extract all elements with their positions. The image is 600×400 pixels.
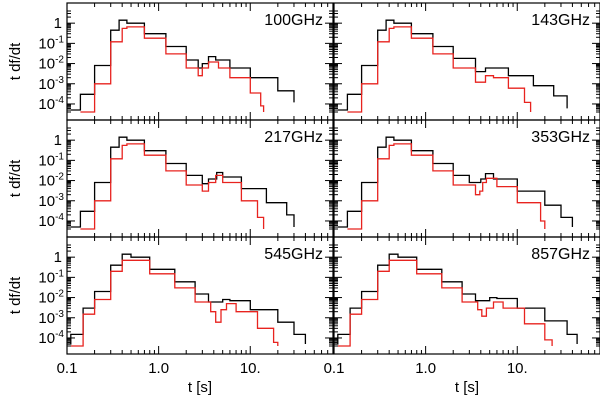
series-lower-143GHz <box>347 26 532 113</box>
panel-frame <box>333 236 600 355</box>
y-tick-label: 10-3 <box>38 309 64 327</box>
series-upper-353GHz <box>337 136 574 228</box>
x-tick-label: 10. <box>240 360 261 377</box>
x-tick-label: 1.0 <box>415 360 436 377</box>
panel-143GHz: 143GHz <box>333 2 600 121</box>
series-lower-545GHz <box>70 259 279 347</box>
y-axis-label: t df/dt <box>7 276 24 314</box>
panel-100GHz: 100GHz 1 10-1 10-2 10-3 10-4 t df/dt <box>7 2 334 121</box>
y-tick-label: 10-4 <box>38 95 64 113</box>
x-tick-label: 0.1 <box>324 360 345 377</box>
x-axis-label: t [s] <box>188 379 212 396</box>
panel-217GHz: 217GHz 1 10-1 10-2 10-3 10-4 t df/dt <box>7 119 334 238</box>
y-tick-label: 10-4 <box>38 212 64 230</box>
panel-857GHz: 857GHz 0.1 1.0 10. t [s] <box>324 236 600 396</box>
plot-root: 100GHz 1 10-1 10-2 10-3 10-4 t df/dt 143GHz 217G… <box>7 2 600 396</box>
panel-frame <box>66 236 334 355</box>
panel-545GHz: 545GHz 1 10-1 10-2 10-3 10-4 t df/dt 0.1 1.0 10. t… <box>7 236 334 396</box>
y-tick-label: 10-3 <box>38 75 64 93</box>
series-lower-217GHz <box>80 143 265 230</box>
y-tick-label: 10-1 <box>38 268 64 286</box>
panel-label: 545GHz <box>264 246 323 263</box>
panel-353GHz: 353GHz <box>333 119 600 238</box>
series-lower-857GHz <box>337 259 553 347</box>
series-lower-100GHz <box>80 26 265 113</box>
panel-label: 353GHz <box>531 129 590 146</box>
series-lower-353GHz <box>347 143 546 230</box>
panel-label: 143GHz <box>531 12 590 29</box>
y-tick-label: 1 <box>54 132 62 149</box>
panel-label: 217GHz <box>264 129 323 146</box>
series-upper-217GHz <box>70 136 295 228</box>
panel-label: 857GHz <box>531 246 590 263</box>
y-tick-label: 10-2 <box>38 289 64 307</box>
y-tick-label: 1 <box>54 249 62 266</box>
y-tick-label: 10-1 <box>38 34 64 52</box>
x-tick-label: 10. <box>507 360 528 377</box>
y-tick-label: 1 <box>54 15 62 32</box>
y-axis-label: t df/dt <box>7 159 24 197</box>
y-tick-label: 10-3 <box>38 192 64 210</box>
x-axis-label: t [s] <box>455 379 479 396</box>
y-tick-label: 10-1 <box>38 151 64 169</box>
series-upper-143GHz <box>337 19 568 111</box>
y-tick-label: 10-2 <box>38 172 64 190</box>
y-tick-label: 10-4 <box>38 329 64 347</box>
panel-label: 100GHz <box>264 12 323 29</box>
y-axis-label: t df/dt <box>7 42 24 80</box>
x-tick-label: 0.1 <box>57 360 78 377</box>
y-tick-label: 10-2 <box>38 55 64 73</box>
x-tick-label: 1.0 <box>148 360 169 377</box>
